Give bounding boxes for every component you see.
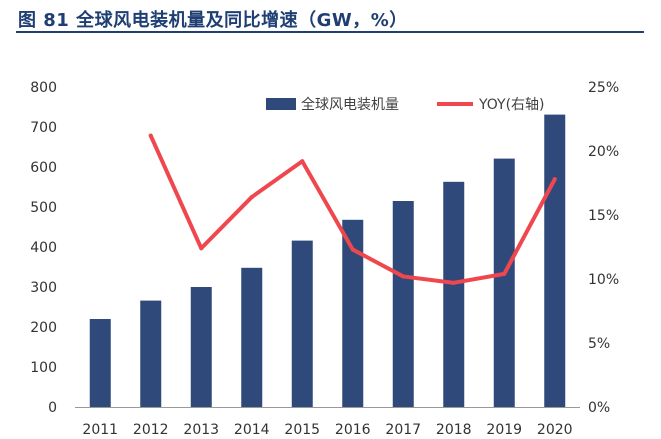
bar-2019 bbox=[493, 158, 515, 407]
yoy-point-2012 bbox=[148, 133, 153, 138]
right-tick-label: 25% bbox=[588, 80, 619, 96]
left-tick-label: 0 bbox=[48, 400, 57, 416]
x-tick-label: 2011 bbox=[82, 422, 118, 438]
bar-2020 bbox=[544, 114, 566, 407]
yoy-point-2015 bbox=[300, 159, 305, 164]
left-tick-label: 100 bbox=[30, 360, 57, 376]
title-underline bbox=[16, 31, 644, 33]
line-layer bbox=[148, 133, 557, 285]
x-tick-label: 2017 bbox=[385, 422, 421, 438]
right-tick-label: 5% bbox=[588, 336, 610, 352]
left-tick-label: 600 bbox=[30, 160, 57, 176]
x-tick-label: 2019 bbox=[486, 422, 522, 438]
legend: 全球风电装机量 YOY(右轴) bbox=[266, 96, 545, 113]
bar-2013 bbox=[190, 287, 212, 407]
bar-2018 bbox=[443, 181, 465, 407]
bar-2012 bbox=[140, 300, 162, 407]
yoy-point-2018 bbox=[451, 280, 456, 285]
left-tick-label: 700 bbox=[30, 120, 57, 136]
right-tick-label: 20% bbox=[588, 144, 619, 160]
bar-2017 bbox=[392, 201, 414, 407]
right-tick-label: 15% bbox=[588, 208, 619, 224]
legend-bar-label: 全球风电装机量 bbox=[301, 96, 399, 113]
x-tick-label: 2012 bbox=[133, 422, 169, 438]
left-tick-label: 500 bbox=[30, 200, 57, 216]
yoy-point-2013 bbox=[199, 246, 204, 251]
legend-bar-swatch bbox=[266, 98, 296, 110]
figure-title: 图 81 全球风电装机量及同比增速（GW，%） bbox=[18, 10, 408, 31]
right-tick-label: 0% bbox=[588, 400, 610, 416]
yoy-point-2014 bbox=[249, 195, 254, 200]
bar-2014 bbox=[241, 267, 263, 407]
bar-2011 bbox=[89, 319, 111, 407]
right-axis-ticks: 0% 5% 10% 15% 20% 25% bbox=[588, 80, 619, 416]
x-axis-ticks: 2011 2012 2013 2014 2015 2016 2017 2018 2019 2020 bbox=[82, 422, 572, 438]
x-tick-label: 2015 bbox=[284, 422, 320, 438]
yoy-point-2017 bbox=[401, 274, 406, 279]
legend-line-label: YOY(右轴) bbox=[478, 97, 545, 113]
left-tick-label: 400 bbox=[30, 240, 57, 256]
x-tick-label: 2013 bbox=[183, 422, 219, 438]
yoy-point-2020 bbox=[552, 177, 557, 182]
x-tick-label: 2020 bbox=[537, 422, 573, 438]
left-tick-label: 200 bbox=[30, 320, 57, 336]
left-tick-label: 800 bbox=[30, 80, 57, 96]
x-tick-label: 2018 bbox=[436, 422, 472, 438]
bar-2015 bbox=[291, 240, 313, 407]
yoy-point-2016 bbox=[350, 247, 355, 252]
x-tick-label: 2014 bbox=[234, 422, 270, 438]
left-tick-label: 300 bbox=[30, 280, 57, 296]
bar-2016 bbox=[342, 219, 364, 407]
left-axis-ticks: 0 100 200 300 400 500 600 700 800 bbox=[30, 80, 57, 416]
yoy-point-2019 bbox=[502, 271, 507, 276]
right-tick-label: 10% bbox=[588, 272, 619, 288]
x-tick-label: 2016 bbox=[335, 422, 371, 438]
